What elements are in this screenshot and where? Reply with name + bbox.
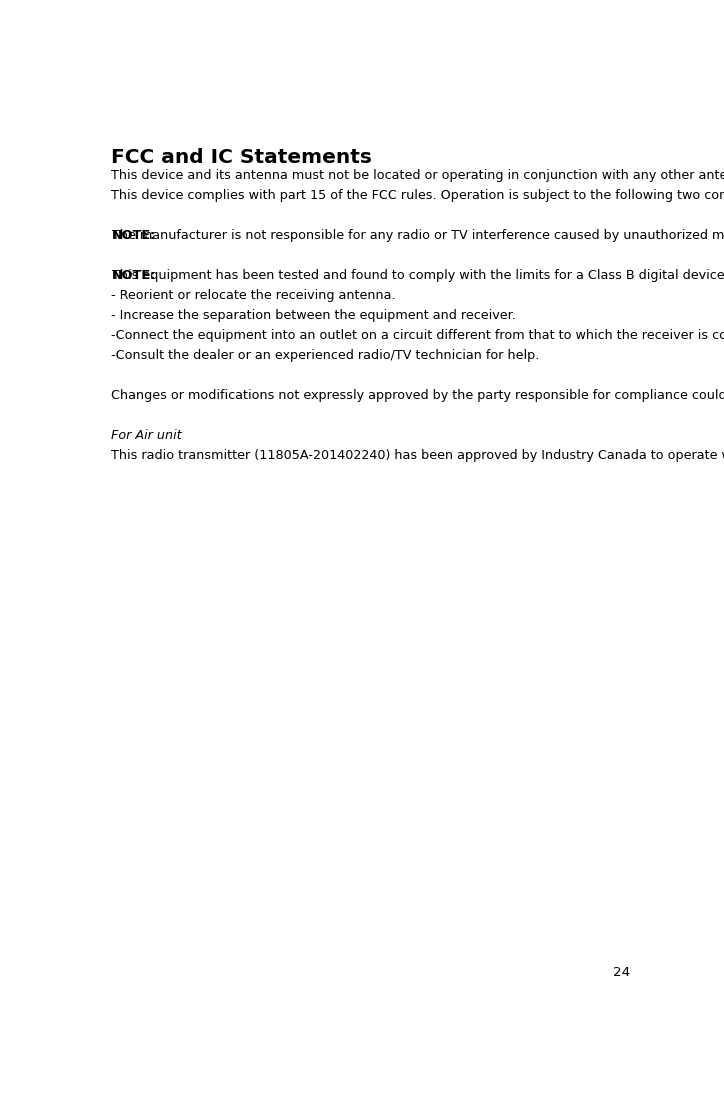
Text: This device complies with part 15 of the FCC rules. Operation is subject to the : This device complies with part 15 of the… bbox=[111, 189, 724, 202]
Text: NOTE:: NOTE: bbox=[111, 229, 156, 242]
Text: This radio transmitter (11805A-201402240) has been approved by Industry Canada t: This radio transmitter (11805A-201402240… bbox=[111, 449, 724, 462]
Text: 24: 24 bbox=[613, 966, 631, 979]
Text: - Increase the separation between the equipment and receiver.: - Increase the separation between the eq… bbox=[111, 310, 516, 322]
Text: Changes or modifications not expressly approved by the party responsible for com: Changes or modifications not expressly a… bbox=[111, 389, 724, 402]
Text: The manufacturer is not responsible for any radio or TV interference caused by u: The manufacturer is not responsible for … bbox=[112, 229, 724, 242]
Text: This equipment has been tested and found to comply with the limits for a Class B: This equipment has been tested and found… bbox=[112, 270, 724, 282]
Text: For Air unit: For Air unit bbox=[111, 429, 182, 442]
Text: -Consult the dealer or an experienced radio/TV technician for help.: -Consult the dealer or an experienced ra… bbox=[111, 350, 540, 362]
Text: FCC and IC Statements: FCC and IC Statements bbox=[111, 147, 372, 166]
Text: -Connect the equipment into an outlet on a circuit different from that to which : -Connect the equipment into an outlet on… bbox=[111, 330, 724, 342]
Text: - Reorient or relocate the receiving antenna.: - Reorient or relocate the receiving ant… bbox=[111, 290, 396, 302]
Text: NOTE:: NOTE: bbox=[111, 270, 156, 282]
Text: This device and its antenna must not be located or operating in conjunction with: This device and its antenna must not be … bbox=[111, 169, 724, 182]
